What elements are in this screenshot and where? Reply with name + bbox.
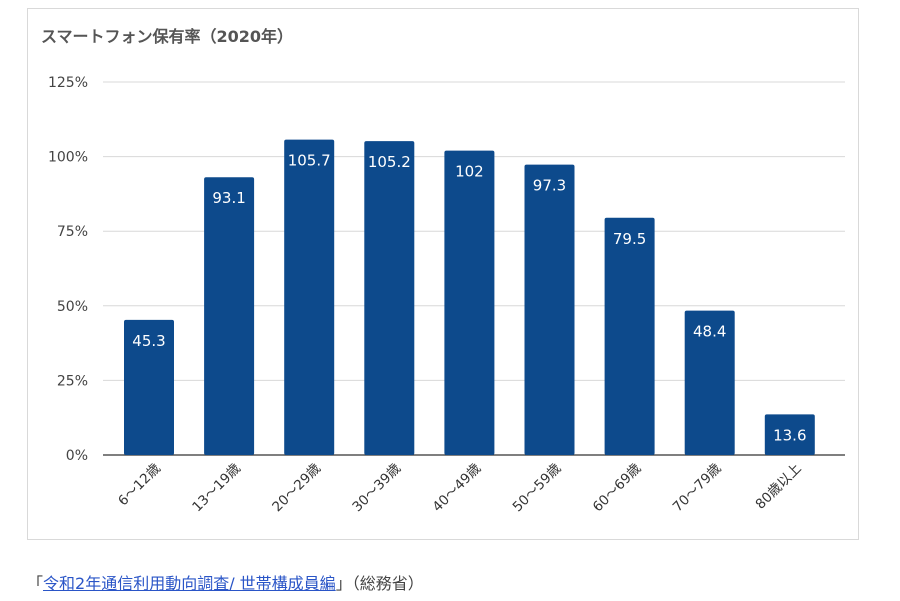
bar xyxy=(444,150,495,455)
x-tick-label: 13〜19歳 xyxy=(189,460,244,515)
x-tick-label: 30〜39歳 xyxy=(349,460,404,515)
bar xyxy=(764,414,815,455)
bar xyxy=(204,177,255,455)
data-label: 45.3 xyxy=(132,332,165,350)
x-tick-label: 20〜29歳 xyxy=(269,460,324,515)
bar xyxy=(604,217,655,455)
bar xyxy=(284,139,335,456)
x-tick-label: 50〜59歳 xyxy=(510,460,565,515)
x-tick-label: 70〜79歳 xyxy=(670,460,725,515)
data-label: 48.4 xyxy=(693,323,726,341)
x-tick-label: 80歳以上 xyxy=(753,461,805,513)
y-tick-label: 0% xyxy=(66,448,88,464)
x-tick-label: 6〜12歳 xyxy=(115,460,164,509)
source-citation: 「令和2年通信利用動向調査/ 世帯構成員編」（総務省） xyxy=(27,570,424,594)
data-label: 13.6 xyxy=(773,426,806,444)
data-label: 102 xyxy=(455,163,484,181)
y-tick-label: 75% xyxy=(57,224,88,240)
bar xyxy=(684,310,735,455)
y-tick-label: 125% xyxy=(48,75,88,91)
data-label: 105.2 xyxy=(368,153,411,171)
source-close-text: 」（総務省） xyxy=(335,574,424,593)
y-tick-label: 100% xyxy=(48,150,88,166)
y-tick-label: 25% xyxy=(57,373,88,389)
bar xyxy=(524,164,575,455)
source-link[interactable]: 令和2年通信利用動向調査/ 世帯構成員編 xyxy=(43,574,336,593)
data-label: 105.7 xyxy=(288,152,331,170)
data-label: 93.1 xyxy=(212,189,245,207)
x-tick-label: 40〜49歳 xyxy=(430,460,485,515)
chart-title: スマートフォン保有率（2020年） xyxy=(41,27,294,46)
y-tick-label: 50% xyxy=(57,299,88,315)
x-tick-label: 60〜69歳 xyxy=(590,460,645,515)
bar xyxy=(124,319,174,455)
bar xyxy=(364,141,415,456)
data-label: 97.3 xyxy=(533,177,566,195)
source-open-bracket: 「 xyxy=(27,574,44,593)
data-label: 79.5 xyxy=(613,230,646,248)
